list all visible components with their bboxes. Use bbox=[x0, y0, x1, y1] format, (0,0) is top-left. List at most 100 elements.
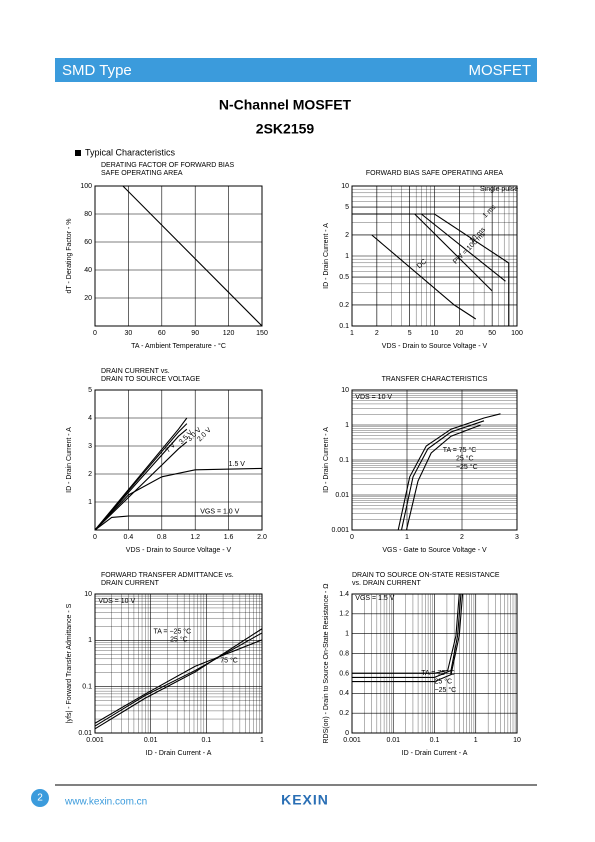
annotation: TA = 75 °C bbox=[443, 446, 477, 454]
annotation: DC bbox=[416, 258, 428, 270]
y-tick-label: 1 bbox=[345, 253, 349, 260]
y-tick-label: 0.2 bbox=[339, 302, 349, 309]
x-tick-label: 20 bbox=[455, 330, 463, 337]
y-axis-label: ID - Drain Current - A bbox=[66, 427, 73, 493]
annotation: 1.5 V bbox=[229, 461, 246, 468]
y-tick-label: 0.4 bbox=[339, 690, 349, 697]
y-axis-label: |yfs| - Forward Transfer Admittance - S bbox=[66, 603, 73, 723]
x-tick-label: 0.001 bbox=[86, 737, 104, 744]
x-tick-label: 50 bbox=[488, 330, 496, 337]
x-tick-label: 0.4 bbox=[124, 534, 134, 541]
chart-title: DERATING FACTOR OF FORWARD BIAS bbox=[101, 162, 234, 169]
x-tick-label: 5 bbox=[408, 330, 412, 337]
x-tick-label: 0.1 bbox=[430, 737, 440, 744]
y-tick-label: 0.8 bbox=[339, 650, 349, 657]
plot-frame bbox=[351, 593, 518, 734]
y-tick-label: 40 bbox=[84, 267, 92, 274]
y-tick-label: 1 bbox=[88, 499, 92, 506]
page-number: 2 bbox=[37, 793, 43, 804]
curve bbox=[397, 413, 501, 531]
chart-title: vs. DRAIN CURRENT bbox=[352, 580, 422, 587]
y-tick-label: 5 bbox=[345, 204, 349, 211]
y-tick-label: 0.5 bbox=[339, 274, 349, 281]
x-tick-label: 90 bbox=[191, 330, 199, 337]
curve bbox=[405, 424, 481, 531]
x-tick-label: 0.8 bbox=[157, 534, 167, 541]
x-tick-label: 10 bbox=[513, 737, 521, 744]
curve bbox=[352, 593, 464, 683]
x-tick-label: 1 bbox=[405, 534, 409, 541]
x-tick-label: 0.01 bbox=[386, 737, 400, 744]
curve bbox=[94, 428, 188, 531]
header-bar bbox=[55, 58, 537, 82]
y-tick-label: 5 bbox=[88, 387, 92, 394]
x-tick-label: 2 bbox=[460, 534, 464, 541]
annotation: TA = 75 °C bbox=[421, 669, 455, 677]
x-tick-label: 0 bbox=[93, 534, 97, 541]
y-tick-label: 20 bbox=[84, 295, 92, 302]
curve bbox=[94, 417, 188, 531]
y-tick-label: 0.01 bbox=[78, 730, 92, 737]
x-tick-label: 1 bbox=[260, 737, 264, 744]
y-tick-label: 0.01 bbox=[335, 492, 349, 499]
annotation: 25 °C bbox=[170, 636, 188, 644]
annotation: Single pulse bbox=[480, 186, 518, 193]
x-tick-label: 2 bbox=[375, 330, 379, 337]
page-badge bbox=[31, 789, 49, 807]
y-axis-label: RDS(on) - Drain to Source On-State Resis… bbox=[323, 583, 330, 743]
x-tick-label: 0 bbox=[93, 330, 97, 337]
doc-title: N-Channel MOSFET bbox=[219, 97, 352, 113]
chart-title: DRAIN TO SOURCE ON-STATE RESISTANCE bbox=[352, 572, 500, 579]
x-tick-label: 3 bbox=[515, 534, 519, 541]
y-tick-label: 2 bbox=[345, 232, 349, 239]
plot-frame bbox=[94, 185, 263, 327]
y-tick-label: 0.001 bbox=[331, 527, 349, 534]
x-tick-label: 2.0 bbox=[257, 534, 267, 541]
footer-url: www.kexin.com.cn bbox=[64, 797, 147, 808]
y-tick-label: 2 bbox=[88, 471, 92, 478]
x-tick-label: 0.01 bbox=[144, 737, 158, 744]
x-axis-label: VDS - Drain to Source Voltage - V bbox=[382, 343, 488, 350]
curve bbox=[94, 515, 262, 531]
chart-title: FORWARD BIAS SAFE OPERATING AREA bbox=[366, 170, 504, 177]
annotation: 25 °C bbox=[456, 454, 474, 462]
curve bbox=[371, 234, 477, 320]
curve bbox=[94, 628, 263, 730]
brand-logo: KEXIN bbox=[281, 792, 329, 808]
chart: 0 0.4 0.8 1.2 1.6 2.0 1 2 3 4 5 DRAIN CURRENT vs.DR… bbox=[66, 368, 267, 554]
x-axis-label: VDS - Drain to Source Voltage - V bbox=[126, 547, 232, 554]
header-left: SMD Type bbox=[62, 62, 132, 79]
y-tick-label: 4 bbox=[88, 415, 92, 422]
y-tick-label: 80 bbox=[84, 211, 92, 218]
curve bbox=[352, 593, 462, 678]
y-tick-label: 0.1 bbox=[82, 684, 92, 691]
header-right: MOSFET bbox=[469, 62, 532, 79]
x-tick-label: 1.6 bbox=[224, 534, 234, 541]
annotation: −25 °C bbox=[456, 463, 478, 471]
x-tick-label: 100 bbox=[511, 330, 523, 337]
curve bbox=[94, 467, 263, 531]
annotation: 25 °C bbox=[435, 677, 453, 685]
annotation: VDS = 10 V bbox=[98, 598, 135, 605]
chart-title: SAFE OPERATING AREA bbox=[101, 170, 183, 177]
y-tick-label: 60 bbox=[84, 239, 92, 246]
curve bbox=[352, 213, 510, 264]
y-axis-label: ID - Drain Current - A bbox=[323, 223, 330, 289]
y-tick-label: 10 bbox=[341, 387, 349, 394]
curve bbox=[94, 639, 263, 724]
chart-title: TRANSFER CHARACTERISTICS bbox=[382, 376, 488, 383]
x-tick-label: 1 bbox=[474, 737, 478, 744]
y-tick-label: 1 bbox=[88, 637, 92, 644]
annotation: −25 °C bbox=[435, 686, 457, 694]
x-tick-label: 0 bbox=[350, 534, 354, 541]
plot-frame bbox=[94, 593, 263, 734]
y-tick-label: 1.2 bbox=[339, 611, 349, 618]
plot-frame bbox=[94, 389, 263, 531]
y-tick-label: 1 bbox=[345, 631, 349, 638]
x-tick-label: 0.1 bbox=[201, 737, 211, 744]
y-tick-label: 10 bbox=[84, 591, 92, 598]
x-tick-label: 60 bbox=[158, 330, 166, 337]
